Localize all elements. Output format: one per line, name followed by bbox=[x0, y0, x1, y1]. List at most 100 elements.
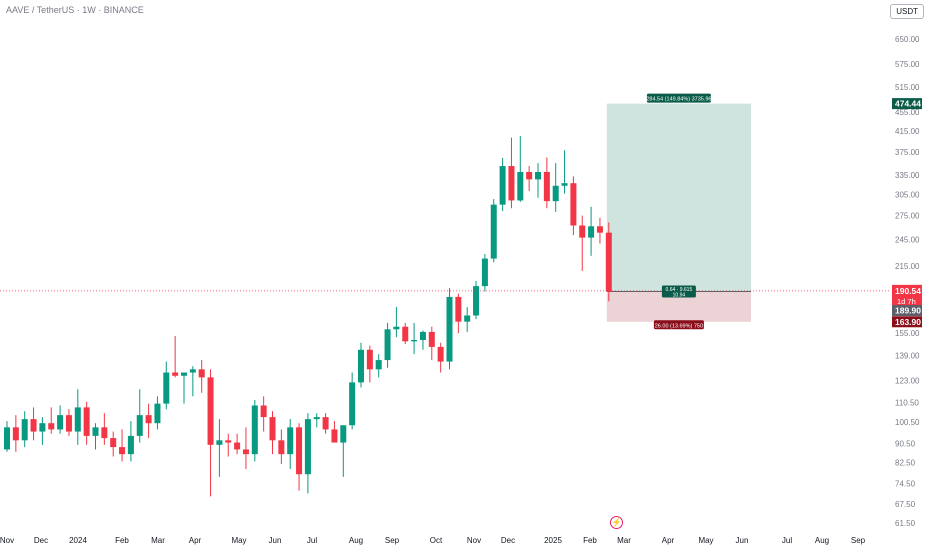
candle bbox=[145, 403, 152, 439]
candle-body bbox=[154, 403, 161, 424]
entry-price-tag-text: 189.90 bbox=[895, 306, 921, 316]
candle-body bbox=[375, 360, 382, 370]
candle-body bbox=[207, 377, 214, 445]
candle bbox=[110, 431, 117, 457]
candle-body bbox=[234, 442, 241, 450]
candle-body bbox=[39, 423, 46, 432]
candle-body bbox=[30, 419, 37, 432]
y-tick-label: 74.50 bbox=[895, 480, 916, 489]
time-axis[interactable]: Nov Dec 2024 Feb Mar Apr May Jun Jul Aug Sep Oct Nov… bbox=[0, 536, 866, 545]
candle bbox=[101, 413, 108, 445]
candle bbox=[446, 288, 453, 370]
entry-price-tag-bg bbox=[892, 305, 922, 317]
y-tick-label: 67.50 bbox=[895, 500, 916, 509]
target-price-tag-text: 474.44 bbox=[895, 99, 921, 109]
event-flash-icon[interactable]: ⚡ bbox=[610, 516, 623, 529]
candle bbox=[12, 415, 19, 452]
candle bbox=[304, 413, 311, 494]
x-tick-label: Nov bbox=[0, 536, 14, 545]
x-tick-label: Sep bbox=[385, 536, 400, 545]
x-tick-label: Dec bbox=[501, 536, 515, 545]
candle-body bbox=[127, 435, 134, 455]
position-overlay: 284.54 (149.84%) 3735.96 26.00 (13.69%) 7… bbox=[0, 93, 890, 330]
x-tick-label: Feb bbox=[583, 536, 597, 545]
candle-body bbox=[579, 225, 586, 238]
y-tick-label: 275.00 bbox=[895, 212, 920, 221]
candle-body bbox=[570, 183, 577, 226]
candle-body bbox=[473, 286, 480, 316]
candle bbox=[473, 280, 480, 320]
x-tick-label: Jun bbox=[269, 536, 282, 545]
candle bbox=[570, 176, 577, 236]
y-tick-label: 100.50 bbox=[895, 418, 920, 427]
y-tick-label: 123.00 bbox=[895, 377, 920, 386]
candle bbox=[251, 399, 258, 462]
long-position-tool[interactable] bbox=[606, 103, 751, 322]
candle-body bbox=[455, 296, 462, 322]
candle bbox=[198, 360, 205, 393]
candle-body bbox=[48, 423, 55, 430]
candle-body bbox=[278, 440, 285, 455]
candle bbox=[127, 421, 134, 462]
candle bbox=[74, 389, 81, 445]
candle bbox=[30, 407, 37, 441]
target-price-tag-bg bbox=[892, 98, 922, 110]
candle bbox=[455, 293, 462, 334]
x-tick-label: Sep bbox=[851, 536, 866, 545]
candle-body bbox=[119, 447, 126, 455]
x-tick-label: Dec bbox=[34, 536, 48, 545]
entry-info-line2: 10.94 bbox=[673, 293, 686, 299]
candle-body bbox=[163, 372, 170, 404]
candle-body bbox=[437, 346, 444, 362]
profit-zone[interactable] bbox=[606, 103, 751, 292]
candle-body bbox=[110, 438, 117, 448]
candle bbox=[358, 342, 364, 388]
symbol-title: AAVE / TetherUS · 1W · BINANCE bbox=[6, 5, 144, 15]
x-tick-label: Mar bbox=[151, 536, 165, 545]
x-tick-label: Jul bbox=[782, 536, 792, 545]
candle bbox=[48, 407, 55, 434]
currency-button[interactable]: USDT bbox=[890, 4, 924, 19]
candle-body bbox=[198, 369, 205, 378]
candle-body bbox=[269, 417, 276, 441]
stop-price-tag: 163.90 bbox=[892, 316, 922, 328]
candle-body bbox=[92, 427, 99, 436]
candle bbox=[322, 413, 329, 434]
candle-body bbox=[384, 329, 391, 361]
x-tick-label: 2024 bbox=[69, 536, 87, 545]
candle bbox=[340, 425, 347, 477]
candle bbox=[384, 322, 391, 368]
candle bbox=[172, 335, 179, 378]
candle-body bbox=[225, 440, 232, 443]
candle bbox=[4, 421, 10, 452]
x-tick-label: Oct bbox=[430, 536, 443, 545]
candle bbox=[481, 254, 488, 292]
candle-body bbox=[12, 427, 19, 441]
candle bbox=[579, 215, 586, 271]
price-axis[interactable]: 61.50 67.50 74.50 82.50 90.50 100.50 110.50 123… bbox=[895, 35, 920, 528]
candles bbox=[4, 136, 612, 497]
candle bbox=[83, 401, 90, 445]
candle-body bbox=[189, 369, 196, 373]
x-tick-label: May bbox=[231, 536, 246, 545]
candle-body bbox=[74, 407, 81, 432]
y-tick-label: 110.50 bbox=[895, 399, 919, 408]
stop-info-label: 26.00 (13.69%) 750 bbox=[653, 320, 704, 330]
candle bbox=[242, 427, 249, 469]
candle-body bbox=[535, 172, 541, 180]
candle-body bbox=[322, 417, 329, 430]
candle-body bbox=[596, 226, 603, 233]
candle-body bbox=[349, 382, 356, 426]
candle bbox=[163, 361, 170, 410]
entry-info-line1: 0.64 · 9.615 bbox=[666, 287, 693, 293]
candle bbox=[207, 369, 214, 497]
candle bbox=[331, 421, 338, 443]
target-price-tag: 474.44 bbox=[892, 98, 922, 110]
candle-body bbox=[526, 172, 533, 180]
candle-body bbox=[83, 407, 90, 436]
candle bbox=[234, 433, 241, 455]
candle bbox=[39, 417, 46, 445]
